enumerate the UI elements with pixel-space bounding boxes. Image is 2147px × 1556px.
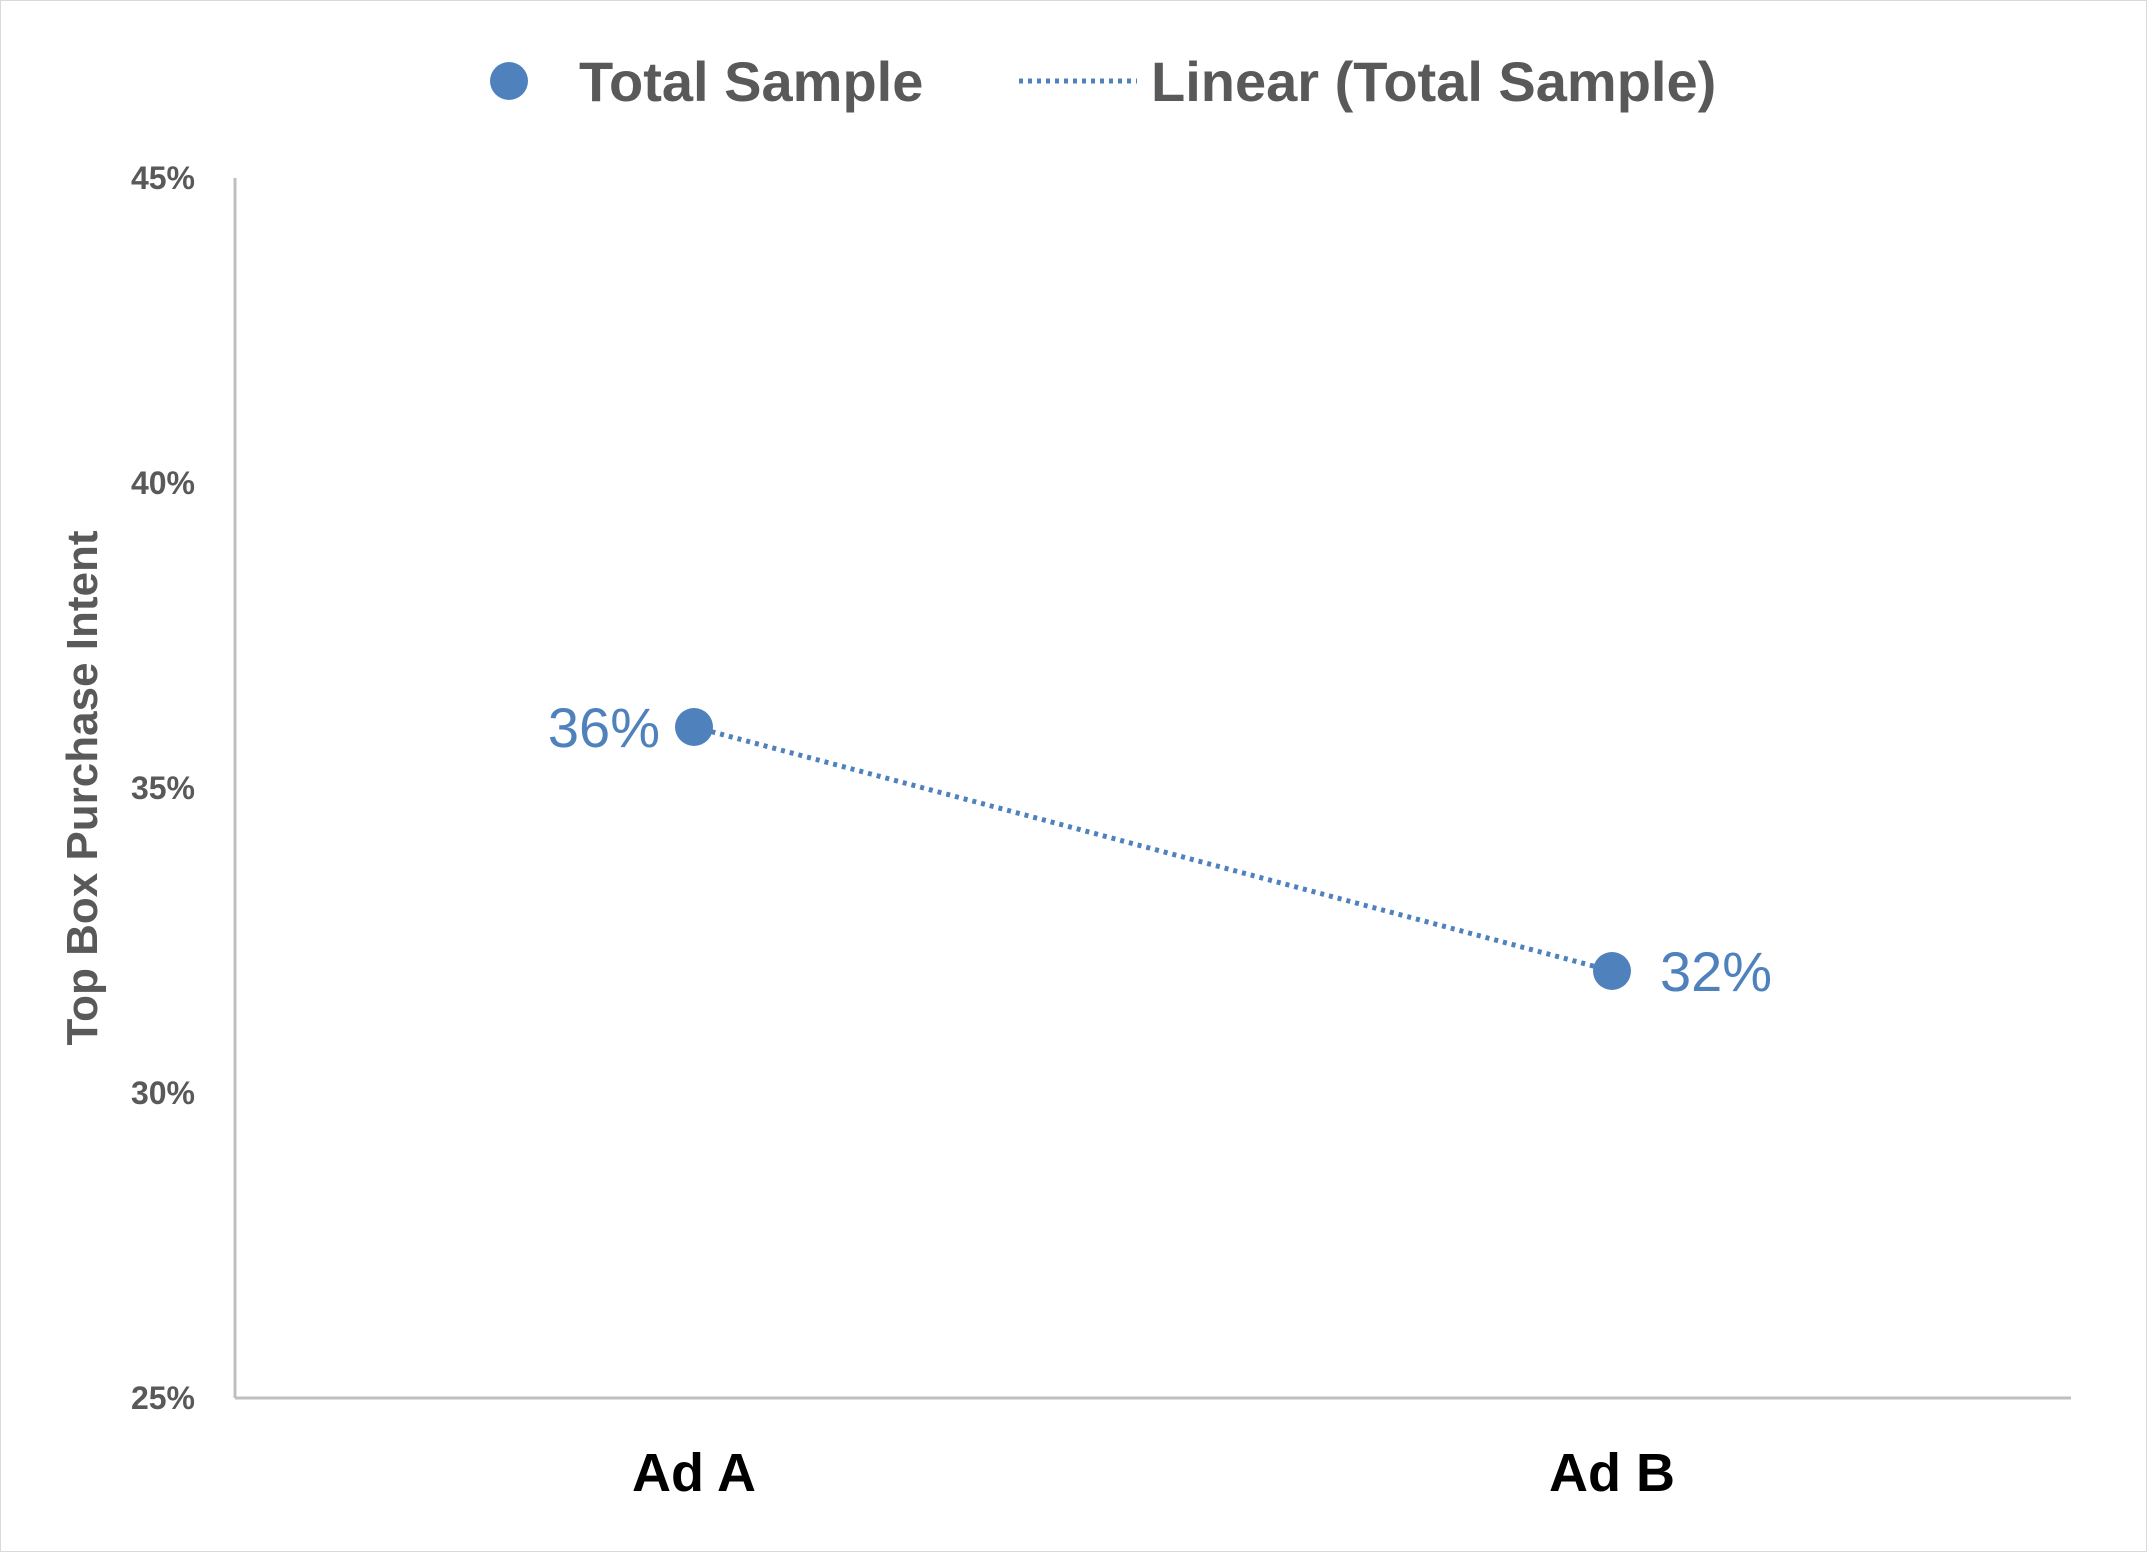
x-ticks: Ad A Ad B xyxy=(632,1443,1675,1503)
y-tick-label: 35% xyxy=(131,770,195,806)
y-tick-label: 30% xyxy=(131,1075,195,1111)
data-label: 32% xyxy=(1660,940,1772,1003)
data-points xyxy=(675,708,1631,990)
y-tick-label: 25% xyxy=(131,1380,195,1416)
data-labels: 36% 32% xyxy=(548,696,1772,1003)
trendline-group xyxy=(693,724,1613,974)
x-tick-label: Ad A xyxy=(632,1443,756,1503)
trendline xyxy=(693,724,1613,974)
data-point xyxy=(675,708,713,746)
y-tick-label: 40% xyxy=(131,465,195,501)
y-tick-label: 45% xyxy=(131,160,195,196)
data-label: 36% xyxy=(548,696,660,759)
x-tick-label: Ad B xyxy=(1549,1443,1675,1503)
legend-series-marker xyxy=(490,62,528,100)
y-ticks: 25% 30% 35% 40% 45% xyxy=(131,160,195,1416)
legend-trend-label: Linear (Total Sample) xyxy=(1151,50,1716,113)
data-point xyxy=(1593,952,1631,990)
legend: Total Sample Linear (Total Sample) xyxy=(490,50,1716,113)
y-axis-title: Top Box Purchase Intent xyxy=(58,530,107,1045)
legend-series-label: Total Sample xyxy=(579,50,923,113)
